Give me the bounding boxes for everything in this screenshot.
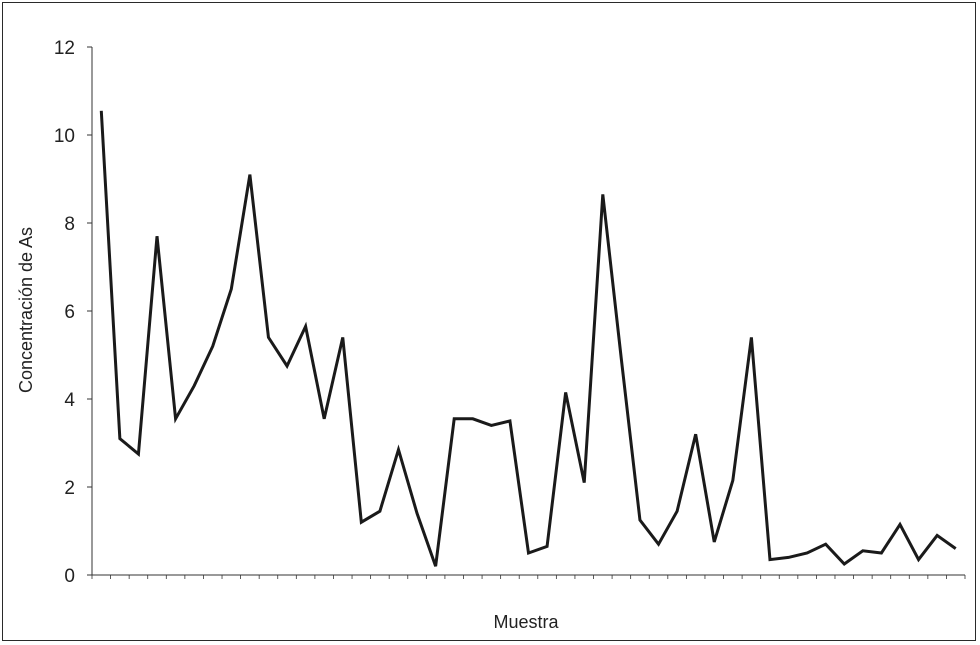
x-axis-label: Muestra — [493, 612, 559, 632]
y-axis: 0 2 4 6 8 10 12 — [54, 38, 93, 587]
y-axis-label: Concentración de As — [16, 227, 36, 393]
y-tick-label: 10 — [54, 126, 75, 147]
y-tick-label: 2 — [64, 478, 75, 499]
y-tick-label: 8 — [64, 214, 75, 235]
y-tick-label: 0 — [64, 566, 75, 587]
series-layer — [99, 110, 957, 567]
y-tick-label: 4 — [64, 390, 75, 411]
y-tick-label: 12 — [54, 38, 75, 59]
series-line — [99, 110, 957, 567]
x-axis — [91, 574, 966, 579]
y-tick-label: 6 — [64, 302, 75, 323]
